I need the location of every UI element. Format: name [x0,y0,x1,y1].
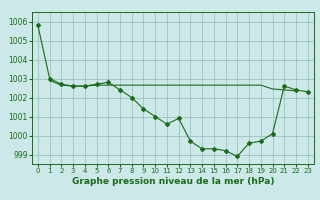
X-axis label: Graphe pression niveau de la mer (hPa): Graphe pression niveau de la mer (hPa) [72,177,274,186]
